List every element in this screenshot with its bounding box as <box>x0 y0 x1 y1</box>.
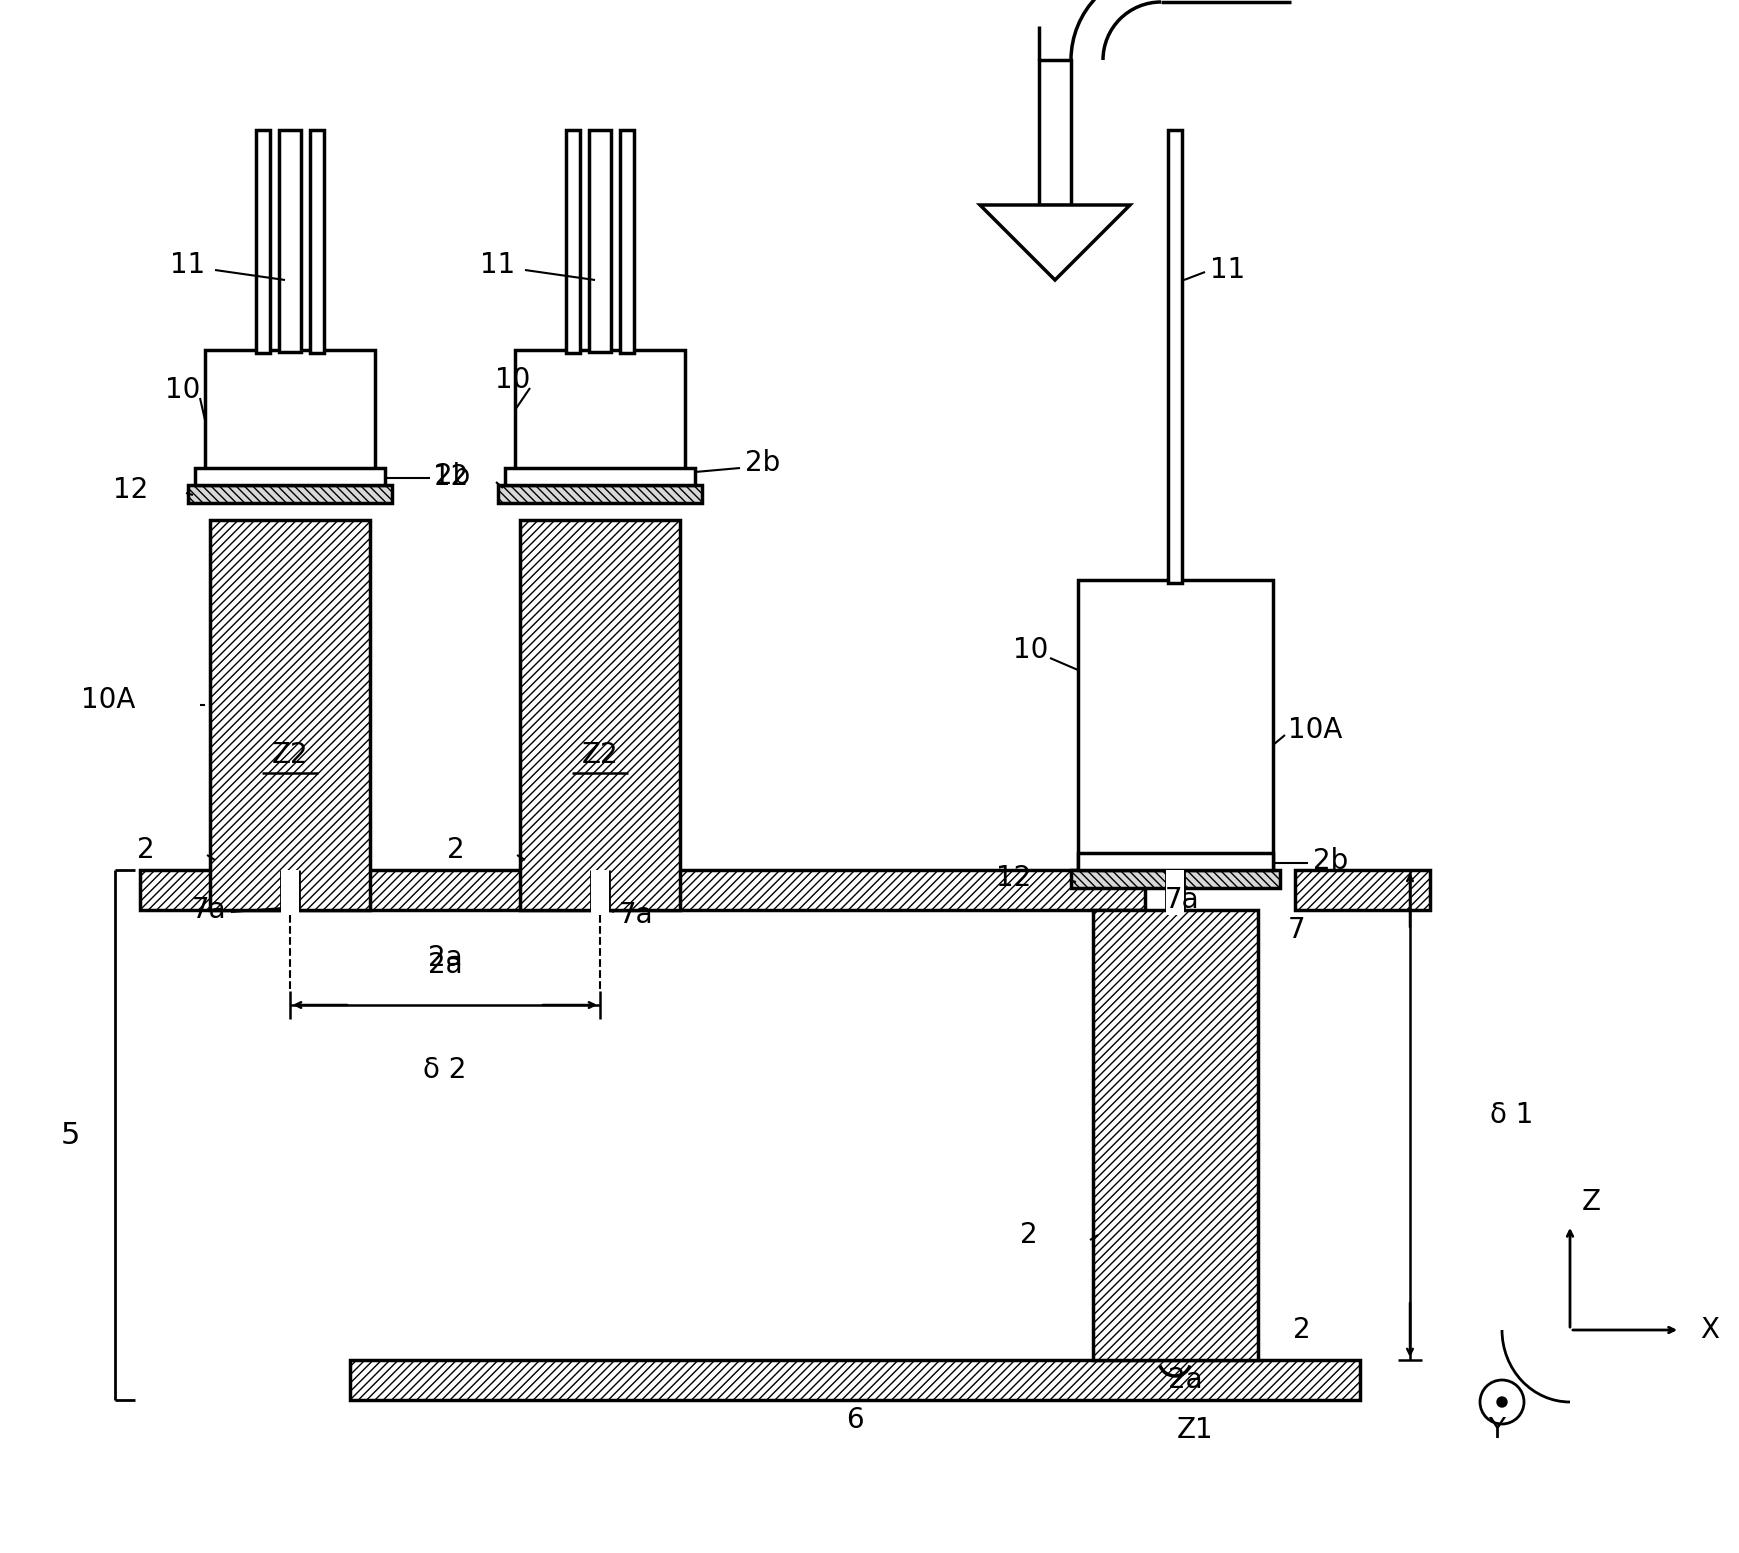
Bar <box>515 349 685 485</box>
Text: Y: Y <box>1487 1416 1504 1444</box>
Text: 2: 2 <box>1292 1315 1309 1343</box>
Polygon shape <box>979 205 1129 280</box>
Text: 10: 10 <box>165 376 200 404</box>
Bar <box>256 130 270 353</box>
Bar <box>497 485 701 503</box>
Bar <box>205 349 376 485</box>
Bar <box>1071 870 1280 888</box>
Bar <box>195 467 384 485</box>
Text: Z2: Z2 <box>271 741 308 769</box>
Text: 11: 11 <box>1209 256 1245 284</box>
Text: 10A: 10A <box>1287 716 1341 744</box>
Text: 2b: 2b <box>1313 846 1348 874</box>
Bar <box>504 467 694 485</box>
Bar <box>1167 130 1181 582</box>
Bar <box>350 1360 1360 1399</box>
Bar <box>278 130 301 353</box>
Text: 10: 10 <box>494 367 530 394</box>
Text: 12: 12 <box>433 463 468 491</box>
Text: 10: 10 <box>1012 637 1047 665</box>
Text: 11: 11 <box>170 252 205 280</box>
Text: X: X <box>1699 1315 1718 1343</box>
Text: 2a: 2a <box>1167 1367 1202 1395</box>
Bar <box>1078 853 1273 870</box>
Text: 2b: 2b <box>435 461 470 491</box>
Bar <box>520 520 680 910</box>
Text: 12: 12 <box>995 863 1031 891</box>
Text: Z1: Z1 <box>1176 1416 1212 1444</box>
Bar <box>280 870 299 915</box>
Text: 2b: 2b <box>744 449 779 477</box>
Text: 5: 5 <box>61 1121 80 1149</box>
Circle shape <box>1496 1398 1506 1407</box>
Text: 2a: 2a <box>428 950 463 978</box>
Bar <box>1294 870 1429 910</box>
Text: Z2: Z2 <box>581 741 617 769</box>
Text: 2a: 2a <box>428 944 463 972</box>
Text: 2: 2 <box>447 836 464 863</box>
Bar <box>1038 61 1071 205</box>
Text: 7a: 7a <box>191 896 226 924</box>
Text: 7: 7 <box>1287 916 1304 944</box>
Bar <box>139 870 1144 910</box>
Text: 2: 2 <box>137 836 155 863</box>
Bar <box>188 485 391 503</box>
Bar <box>1078 579 1273 870</box>
Text: 7a: 7a <box>1165 887 1198 915</box>
Text: 7a: 7a <box>619 901 654 929</box>
Text: δ 1: δ 1 <box>1489 1101 1532 1129</box>
Text: 2: 2 <box>1019 1221 1038 1249</box>
Text: Z: Z <box>1581 1188 1600 1216</box>
Bar <box>210 520 370 910</box>
Text: 10A: 10A <box>80 686 136 714</box>
Text: 11: 11 <box>480 252 515 280</box>
Text: 12: 12 <box>113 477 148 505</box>
Bar <box>590 130 610 353</box>
Bar <box>591 870 609 915</box>
Bar <box>1092 910 1257 1360</box>
Bar <box>1165 870 1183 915</box>
Text: δ 2: δ 2 <box>423 1056 466 1084</box>
Bar <box>310 130 323 353</box>
Bar <box>565 130 579 353</box>
Text: 6: 6 <box>845 1405 863 1433</box>
Bar <box>619 130 633 353</box>
